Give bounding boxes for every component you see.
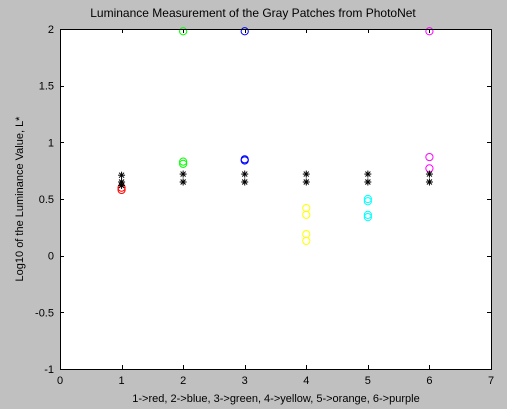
y-tick-label: 1.5 (39, 81, 54, 93)
data-point-circle (363, 194, 372, 204)
y-tick-label: 0 (48, 251, 54, 263)
marks-layer (117, 27, 434, 246)
data-point-asterisk (425, 178, 433, 186)
x-tick-label: 0 (57, 375, 63, 387)
x-tick-label: 5 (365, 375, 371, 387)
data-point-circle (425, 27, 434, 36)
y-tick-label: 2 (48, 24, 54, 36)
data-point-circle (363, 213, 372, 222)
data-point-circle (363, 197, 372, 206)
data-point-asterisk (179, 170, 187, 178)
data-point-asterisk (364, 178, 372, 186)
y-tick-label: 0.5 (39, 194, 54, 206)
y-axis-label: Log10 of the Luminance Value, L* (14, 116, 26, 282)
data-point-asterisk (118, 181, 126, 189)
chart-title: Luminance Measurement of the Gray Patche… (90, 6, 416, 20)
y-tick-label: -0.5 (35, 307, 54, 319)
data-point-asterisk (302, 170, 310, 178)
data-point-circle (302, 210, 311, 219)
data-point-asterisk (241, 178, 249, 186)
data-point-circle (179, 159, 188, 168)
plot-area (60, 29, 491, 369)
x-tick-label: 6 (426, 375, 432, 387)
data-point-circle (179, 157, 188, 166)
data-point-asterisk (302, 178, 310, 186)
data-point-circle (240, 156, 249, 165)
data-point-asterisk (179, 178, 187, 186)
x-tick-label: 4 (303, 375, 309, 387)
plot-frame (60, 29, 492, 370)
data-point-asterisk (241, 170, 249, 178)
data-point-circle (363, 210, 372, 219)
data-point-asterisk (425, 170, 433, 178)
data-point-circle (425, 152, 434, 162)
data-point-asterisk (118, 171, 126, 179)
data-point-circle (240, 27, 249, 36)
x-tick-label: 2 (180, 375, 186, 387)
x-tick-label: 1 (119, 375, 125, 387)
y-tick-label: 1 (48, 137, 54, 149)
x-axis-label: 1->red, 2->blue, 3->green, 4->yellow, 5-… (132, 393, 419, 405)
data-point-circle (302, 236, 311, 246)
y-tick-label: -1 (44, 364, 54, 376)
x-tick-label: 7 (488, 375, 494, 387)
data-point-circle (179, 27, 188, 36)
data-point-asterisk (364, 170, 372, 178)
x-tick-label: 3 (242, 375, 248, 387)
